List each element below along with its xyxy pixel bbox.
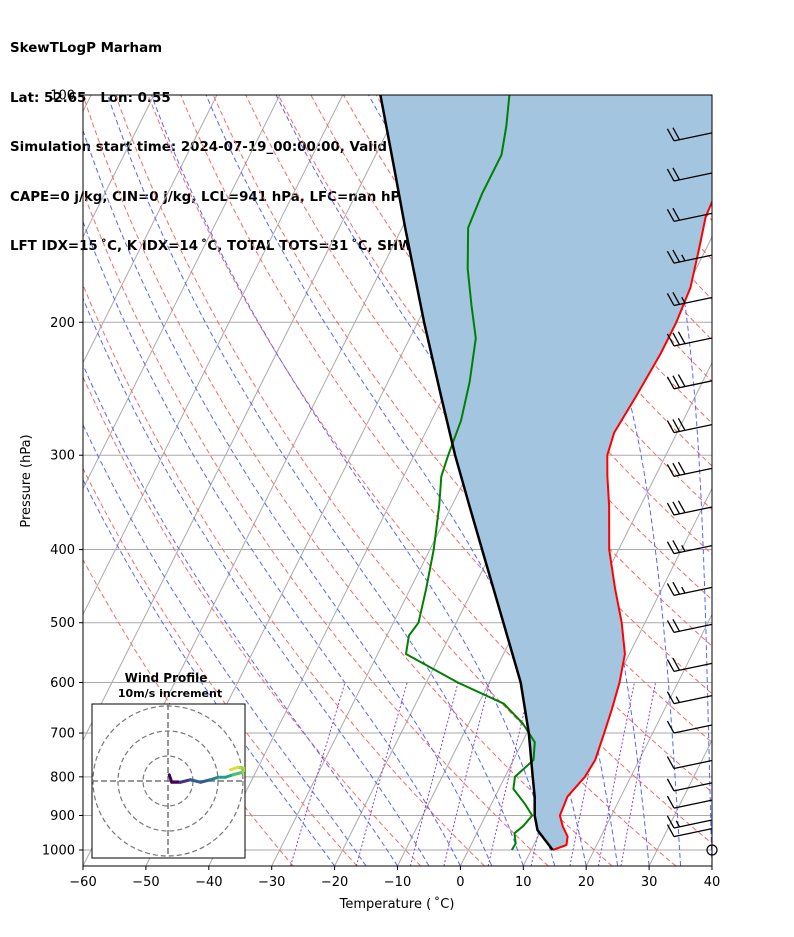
y-tick-label: 200 — [50, 316, 75, 331]
location-line: Lat: 52.65 Lon: 0.55 — [10, 90, 171, 106]
dry-adiabat — [83, 467, 358, 866]
y-tick-label: 100 — [50, 89, 75, 104]
x-tick-label: 40 — [704, 875, 721, 890]
moist-adiabat — [83, 363, 398, 866]
mixing-ratio-line — [487, 682, 532, 866]
hodograph-segment — [231, 770, 245, 777]
x-axis-label: Temperature ( ˚C) — [339, 896, 455, 912]
mixing-ratio-line — [620, 682, 657, 866]
x-tick-label: 30 — [641, 875, 658, 890]
dry-adiabat — [408, 95, 712, 467]
wind-barb — [666, 824, 713, 838]
isotherm — [775, 95, 794, 866]
wind-barb — [666, 461, 713, 478]
moist-adiabat — [83, 423, 367, 866]
y-tick-label: 1000 — [42, 844, 75, 859]
cin-shade — [380, 95, 712, 850]
x-tick-label: −30 — [258, 875, 285, 890]
y-tick-label: 400 — [50, 543, 75, 558]
wind-barb — [666, 691, 713, 705]
wind-barb — [666, 657, 713, 673]
hodograph-segment — [229, 765, 240, 772]
dry-adiabat — [114, 95, 677, 866]
y-tick-label: 600 — [50, 676, 75, 691]
wind-barb — [666, 778, 713, 792]
wind-barb — [666, 756, 713, 770]
wind-barb — [666, 207, 713, 222]
axes: Temperature ( ˚C) Pressure (hPa) −60 −50 −… — [19, 89, 720, 913]
isotherm — [83, 95, 218, 364]
y-tick-label: 500 — [50, 616, 75, 631]
x-tick-label: −40 — [195, 875, 222, 890]
dry-adiabat — [83, 375, 422, 866]
wind-barb — [666, 417, 713, 434]
y-tick-label: 800 — [50, 770, 75, 785]
moist-adiabat — [107, 95, 524, 866]
mixing-ratio-line — [569, 682, 609, 866]
inset-subtitle: 10m/s increment — [118, 687, 222, 700]
wind-barb — [666, 331, 713, 347]
hodograph-segment — [189, 778, 202, 784]
y-tick-label: 700 — [50, 727, 75, 742]
wind-barb — [666, 167, 713, 182]
dry-adiabat — [83, 95, 613, 866]
x-tick-label: 20 — [578, 875, 595, 890]
temperature-line — [552, 199, 712, 851]
wind-barb — [666, 815, 713, 829]
moist-adiabat — [83, 297, 430, 866]
inset-title: Wind Profile — [125, 671, 208, 685]
dry-adiabat — [83, 283, 485, 866]
wind-barb — [666, 540, 713, 555]
isotherm — [83, 95, 92, 113]
y-tick-label: 900 — [50, 809, 75, 824]
moist-adiabat — [633, 95, 712, 866]
mixing-ratio-line — [597, 682, 635, 866]
mixing-ratio-line — [355, 682, 408, 866]
isotherm — [585, 613, 712, 866]
dry-adiabat — [245, 95, 712, 695]
moist-adiabat — [83, 220, 461, 866]
parcel-line — [379, 95, 554, 851]
hodograph-segment — [199, 778, 212, 784]
x-tick-label: 10 — [515, 875, 532, 890]
mixing-ratio-line — [443, 682, 491, 866]
wind-barb — [666, 720, 713, 734]
wind-barb — [666, 127, 713, 142]
dewpoint-line — [405, 95, 536, 851]
wind-barb — [666, 618, 713, 634]
moist-adiabat — [83, 478, 336, 866]
x-tick-label: −20 — [321, 875, 348, 890]
wind-barb — [666, 581, 713, 597]
y-axis-label: Pressure (hPa) — [19, 434, 34, 527]
isotherm — [83, 95, 281, 490]
x-tick-label: 0 — [456, 875, 464, 890]
dry-adiabat — [212, 95, 712, 744]
wind-profile-inset: Wind Profile 10m/s increment — [91, 671, 246, 859]
mixing-ratio-line — [290, 682, 346, 866]
mixing-ratio-line — [409, 682, 459, 866]
isotherm — [83, 95, 344, 616]
wind-barb — [666, 500, 713, 516]
isotherm — [83, 95, 155, 239]
wind-barb — [666, 291, 713, 307]
wind-barb — [666, 374, 713, 390]
moist-adiabat — [150, 95, 556, 866]
chart-title: SkewTLogP Marham — [10, 41, 163, 56]
wind-barb — [666, 795, 713, 809]
hodograph-segment — [241, 767, 245, 774]
dry-adiabat — [147, 95, 712, 845]
wind-barb — [666, 249, 713, 264]
wind-barbs — [666, 127, 718, 856]
isotherm — [459, 361, 712, 866]
moist-adiabat — [83, 128, 493, 866]
isotherm — [711, 864, 712, 866]
y-tick-label: 300 — [50, 449, 75, 464]
hodograph-segment — [179, 778, 192, 784]
x-tick-label: −50 — [132, 875, 159, 890]
x-tick-label: −60 — [69, 875, 96, 890]
profile-lines — [379, 95, 712, 851]
isotherm — [83, 95, 407, 742]
x-tick-label: −10 — [384, 875, 411, 890]
